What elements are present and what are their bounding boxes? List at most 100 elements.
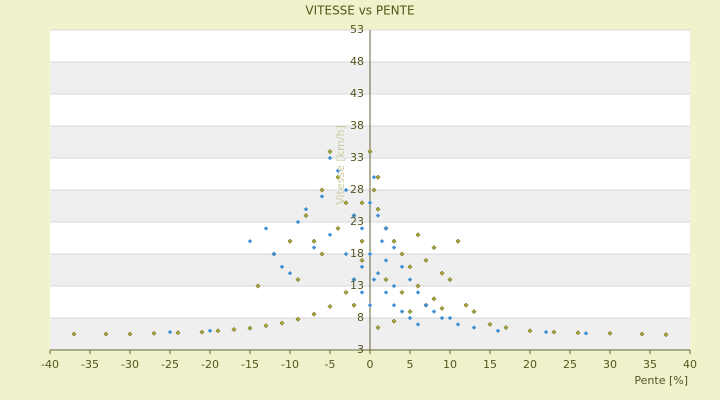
data-point (383, 258, 389, 263)
data-point (319, 187, 325, 193)
y-tick-label: 8 (357, 311, 364, 324)
data-point (391, 245, 397, 250)
data-point (415, 283, 421, 289)
data-point (391, 318, 397, 324)
data-point (207, 328, 213, 333)
y-tick-label: 13 (350, 279, 364, 292)
data-point (383, 277, 389, 283)
plot-area: 38131823283338434853-40-35-30-25-20-15-1… (41, 23, 697, 371)
x-tick-label: -10 (281, 358, 299, 371)
data-point (407, 277, 413, 282)
data-point (487, 321, 493, 327)
data-point (327, 149, 333, 155)
data-point (351, 277, 357, 282)
data-point (359, 257, 365, 263)
data-point (423, 303, 429, 308)
data-point (255, 283, 261, 289)
data-point (439, 305, 445, 311)
data-point (359, 200, 365, 206)
data-point (303, 207, 309, 212)
data-point (231, 326, 237, 333)
x-tick-label: 10 (443, 358, 457, 371)
data-point (151, 330, 157, 336)
data-point (367, 200, 373, 205)
data-point (199, 329, 205, 335)
data-point (431, 296, 437, 302)
data-point (327, 232, 333, 237)
x-tick-label: -15 (241, 358, 259, 371)
data-point (431, 245, 437, 251)
data-point (503, 325, 509, 331)
x-tick-label: 40 (683, 358, 697, 371)
x-axis-label: Pente [%] (634, 374, 688, 387)
data-point (359, 290, 365, 295)
data-point (391, 303, 397, 308)
data-point (575, 330, 581, 336)
data-point (351, 213, 357, 218)
data-point (399, 309, 405, 314)
data-point (367, 303, 373, 308)
data-point (415, 290, 421, 295)
data-point (415, 322, 421, 327)
data-point (527, 328, 533, 334)
data-point (215, 328, 221, 334)
data-point (167, 329, 173, 335)
data-point (399, 251, 405, 257)
data-point (375, 325, 381, 331)
data-point (391, 283, 397, 289)
y-axis-label: Vitesse [km/h] (334, 125, 347, 205)
data-point (375, 174, 381, 180)
data-point (583, 331, 589, 336)
y-tick-label: 38 (350, 119, 364, 132)
x-tick-label: -30 (121, 358, 139, 371)
data-point (359, 226, 365, 231)
data-point (543, 329, 549, 335)
data-point (279, 320, 285, 326)
data-point (379, 239, 385, 244)
data-point (335, 168, 341, 173)
data-point (455, 238, 461, 244)
data-point (383, 290, 389, 295)
x-tick-label: -25 (161, 358, 179, 371)
data-point (367, 149, 373, 155)
data-point (471, 325, 477, 330)
x-tick-label: -35 (81, 358, 99, 371)
data-point (279, 264, 285, 269)
data-point (327, 155, 333, 161)
chart-title: VITESSE vs PENTE (305, 4, 414, 18)
data-point (359, 238, 365, 244)
data-point (287, 271, 293, 276)
y-tick-label: 33 (350, 151, 364, 164)
data-point (263, 323, 269, 329)
data-point (415, 232, 421, 238)
x-tick-label: -20 (201, 358, 219, 371)
data-point (327, 303, 333, 310)
data-point (431, 309, 437, 314)
y-tick-label: 48 (350, 55, 364, 68)
data-point (607, 330, 613, 336)
data-point (375, 271, 381, 276)
data-point (335, 174, 341, 180)
data-point (303, 213, 309, 219)
data-point (371, 277, 377, 282)
y-tick-label: 23 (350, 215, 364, 228)
data-point (343, 251, 349, 257)
data-point (319, 194, 325, 199)
data-point (447, 277, 453, 283)
data-point (551, 329, 557, 335)
data-point (383, 226, 389, 231)
data-point (263, 226, 269, 231)
data-point (407, 309, 413, 315)
x-tick-label: -5 (325, 358, 336, 371)
data-point (311, 311, 317, 317)
x-tick-label: 5 (407, 358, 414, 371)
data-point (639, 331, 645, 337)
data-point (295, 316, 301, 322)
data-point (407, 264, 413, 270)
y-tick-label: 53 (350, 23, 364, 36)
data-point (423, 257, 429, 263)
data-point (463, 302, 469, 308)
data-point (311, 245, 317, 250)
x-tick-label: 30 (603, 358, 617, 371)
